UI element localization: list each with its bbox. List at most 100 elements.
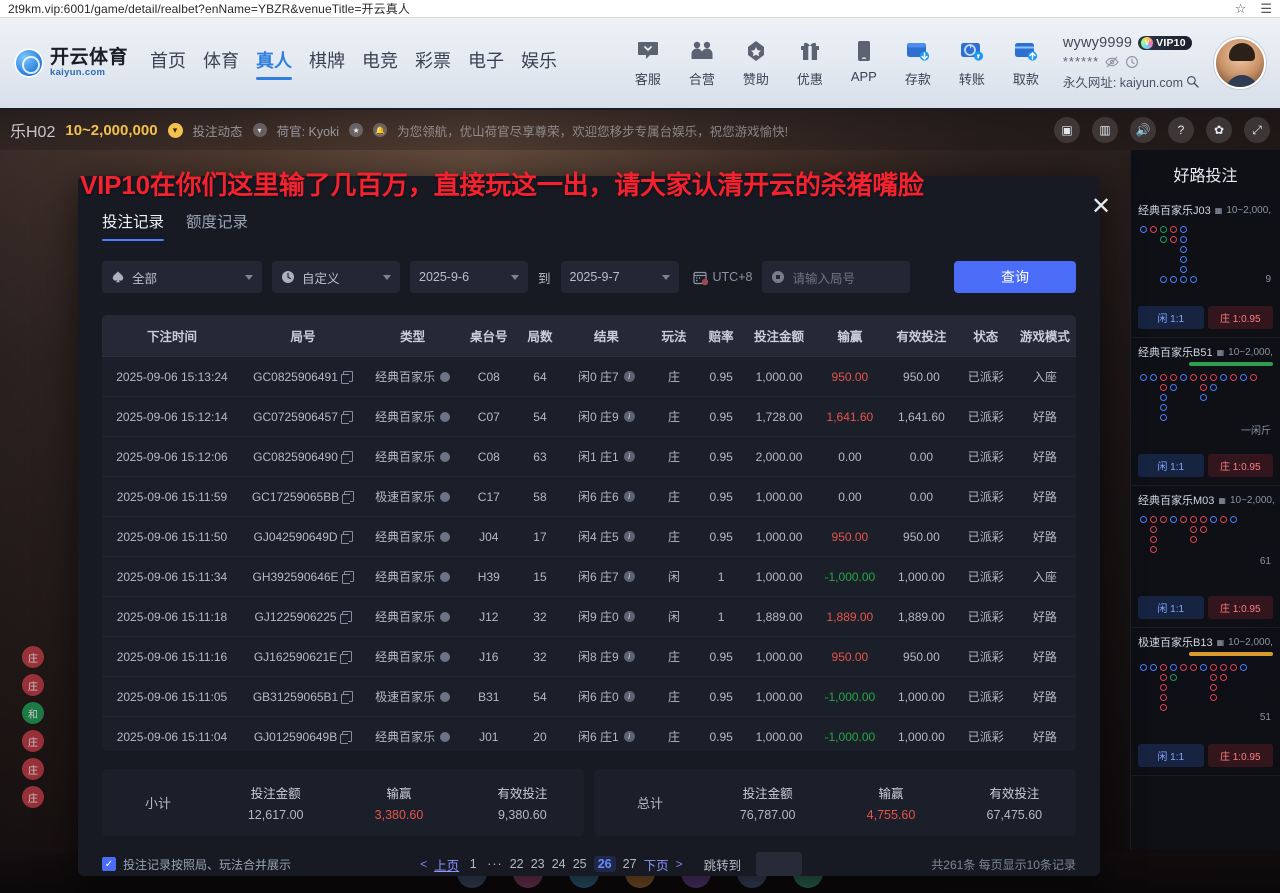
search-button[interactable]: 查询 <box>954 261 1076 293</box>
page-1[interactable]: 1 <box>469 857 477 871</box>
page-26-current[interactable]: 26 <box>593 856 616 872</box>
table-row[interactable]: 2025-09-06 15:11:05 GB31259065B1 极速百家乐 B31 5… <box>102 677 1076 717</box>
date-to-select[interactable]: 2025-9-7 <box>560 261 679 293</box>
nav-item-home[interactable]: 首页 <box>150 50 187 71</box>
good-road-card-2[interactable]: 经典百家乐B51 ▦ 10~2,000, <box>1131 338 1280 486</box>
table-row[interactable]: 2025-09-06 15:11:18 GJ1225906225 经典百家乐 J12 3… <box>102 597 1076 637</box>
video-icon[interactable]: ▣ <box>1054 117 1080 143</box>
info-icon[interactable]: i <box>623 531 635 542</box>
chevron-down-icon[interactable]: ▾ <box>167 122 183 138</box>
fullscreen-icon[interactable]: ⤢ <box>1244 117 1270 143</box>
nav-item-lottery[interactable]: 彩票 <box>415 50 452 71</box>
header-wallet-withdraw[interactable]: 取款 <box>1007 38 1045 88</box>
good-road-card-1-banker-bet[interactable]: 庄 1:0.95 <box>1207 306 1273 329</box>
info-icon[interactable]: i <box>623 611 635 622</box>
copy-icon[interactable] <box>340 651 353 664</box>
copy-icon[interactable] <box>341 691 354 704</box>
copy-icon[interactable] <box>342 491 355 504</box>
good-road-card-3[interactable]: 经典百家乐M03 ▦ 10~2,000, <box>1131 486 1280 628</box>
info-icon[interactable]: i <box>623 451 635 462</box>
menu-icon[interactable]: ☰ <box>1260 0 1272 16</box>
close-icon[interactable]: ✕ <box>1090 193 1112 220</box>
table-row[interactable]: 2025-09-06 15:12:14 GC0725906457 经典百家乐 C07 5… <box>102 397 1076 437</box>
page-23[interactable]: 23 <box>530 857 545 871</box>
chevron-down-icon-2[interactable]: ▾ <box>252 123 267 137</box>
star-icon[interactable]: ☆ <box>1234 0 1247 16</box>
page-25[interactable]: 25 <box>572 857 587 871</box>
next-arrow-icon[interactable]: > <box>675 857 683 871</box>
page-24[interactable]: 24 <box>551 857 566 871</box>
game-bet-dynamics[interactable]: 投注动态 <box>192 124 243 139</box>
copy-icon[interactable] <box>340 371 353 384</box>
info-icon[interactable]: i <box>623 691 635 702</box>
bell-icon[interactable]: 🔔 <box>373 123 388 137</box>
info-icon[interactable]: i <box>623 731 635 742</box>
chart-icon[interactable]: ▥ <box>1092 117 1118 143</box>
tab-credit-records[interactable]: 额度记录 <box>186 214 249 231</box>
merge-display-checkbox[interactable]: ✓ 投注记录按照局、玩法合并展示 <box>102 856 291 873</box>
copy-icon[interactable] <box>340 451 353 464</box>
checkbox-icon[interactable]: ✓ <box>102 857 116 871</box>
table-row[interactable]: 2025-09-06 15:11:16 GJ162590621E 经典百家乐 J16 3… <box>102 637 1076 677</box>
table-row[interactable]: 2025-09-06 15:13:24 GC0825906491 经典百家乐 C08 6… <box>102 357 1076 397</box>
header-wallet-deposit[interactable]: 存款 <box>899 38 937 88</box>
search-icon[interactable] <box>1186 75 1200 89</box>
header-service-sponsor[interactable]: 赞助 <box>737 38 775 88</box>
good-road-card-2-banker-bet[interactable]: 庄 1:0.95 <box>1207 454 1273 477</box>
tab-bet-records[interactable]: 投注记录 <box>102 210 165 241</box>
table-row[interactable]: 2025-09-06 15:11:59 GC17259065BB 极速百家乐 C17 5… <box>102 477 1076 517</box>
good-road-card-2-player-bet[interactable]: 闲 1:1 <box>1138 454 1204 477</box>
copy-icon[interactable] <box>341 571 354 584</box>
header-service-partners[interactable]: 合营 <box>683 38 721 88</box>
info-icon[interactable]: i <box>623 571 635 582</box>
nav-item-entertainment[interactable]: 娱乐 <box>521 50 558 71</box>
copy-icon[interactable] <box>340 411 353 424</box>
info-icon[interactable]: i <box>623 491 635 502</box>
good-road-card-3-player-bet[interactable]: 闲 1:1 <box>1138 596 1204 619</box>
refresh-icon[interactable] <box>1125 55 1139 69</box>
info-icon[interactable]: i <box>623 651 635 662</box>
header-service-promo[interactable]: 优惠 <box>791 38 829 88</box>
table-row[interactable]: 2025-09-06 15:11:04 GJ012590649B 经典百家乐 J01 2… <box>102 717 1076 752</box>
header-service-app[interactable]: APP <box>845 38 883 84</box>
nav-item-slots[interactable]: 电子 <box>468 50 505 71</box>
jump-to-input[interactable] <box>756 852 803 876</box>
copy-icon[interactable] <box>340 731 353 744</box>
date-from-select[interactable]: 2025-9-6 <box>410 261 528 293</box>
copy-icon[interactable] <box>340 531 353 544</box>
permanent-domain[interactable]: 永久网址: kaiyun.com <box>1063 72 1200 91</box>
info-icon[interactable]: i <box>623 371 635 382</box>
next-page-link[interactable]: 下页 <box>643 858 669 873</box>
browser-url-bar[interactable]: 2t9km.vip:6001/game/detail/realbet?enNam… <box>0 0 1280 18</box>
site-logo[interactable]: 开云体育 kaiyun.com <box>14 48 128 78</box>
nav-item-live[interactable]: 真人 <box>256 47 293 80</box>
header-wallet-transfer[interactable]: 转账 <box>953 38 991 88</box>
good-road-card-3-banker-bet[interactable]: 庄 1:0.95 <box>1207 596 1273 619</box>
category-select[interactable]: 全部 <box>102 261 262 293</box>
sound-icon[interactable]: 🔊 <box>1130 117 1156 143</box>
header-service-support[interactable]: 客服 <box>629 38 667 88</box>
page-27[interactable]: 27 <box>622 857 637 871</box>
nav-item-sports[interactable]: 体育 <box>203 50 240 71</box>
table-row[interactable]: 2025-09-06 15:11:50 GJ042590649D 经典百家乐 J04 1… <box>102 517 1076 557</box>
good-road-card-1-player-bet[interactable]: 闲 1:1 <box>1138 306 1204 329</box>
good-road-card-4[interactable]: 极速百家乐B13 ▦ 10~2,000, <box>1131 628 1280 776</box>
copy-icon[interactable] <box>339 611 352 624</box>
prev-arrow-icon[interactable]: < <box>420 857 428 871</box>
nav-item-esports[interactable]: 电竞 <box>362 50 399 71</box>
period-select[interactable]: 自定义 <box>272 261 400 293</box>
good-road-card-1[interactable]: 经典百家乐J03 ▦ 10~2,000, 9 <box>1131 196 1280 338</box>
table-row[interactable]: 2025-09-06 15:11:34 GH392590646E 经典百家乐 H39 1… <box>102 557 1076 597</box>
round-search-input[interactable]: 请输入局号 <box>762 261 911 293</box>
table-row[interactable]: 2025-09-06 15:12:06 GC0825906490 经典百家乐 C08 6… <box>102 437 1076 477</box>
good-road-card-4-banker-bet[interactable]: 庄 1:0.95 <box>1207 744 1273 767</box>
eye-off-icon[interactable] <box>1105 55 1119 69</box>
good-road-card-4-player-bet[interactable]: 闲 1:1 <box>1138 744 1204 767</box>
prev-page-link[interactable]: 上页 <box>434 858 460 873</box>
help-icon[interactable]: ? <box>1168 117 1194 143</box>
page-22[interactable]: 22 <box>509 857 524 871</box>
info-icon[interactable]: i <box>623 411 635 422</box>
settings-icon[interactable]: ✿ <box>1206 117 1232 143</box>
avatar[interactable] <box>1214 37 1266 89</box>
nav-item-chess[interactable]: 棋牌 <box>309 50 346 71</box>
